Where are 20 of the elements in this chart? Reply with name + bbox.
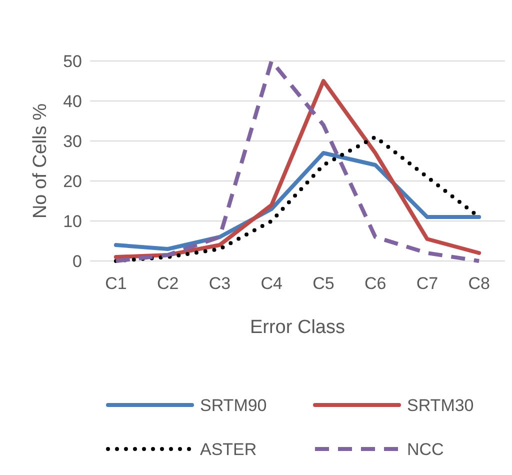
y-tick-label: 10 bbox=[63, 212, 82, 231]
y-axis-title: No of Cells % bbox=[30, 103, 51, 219]
y-tick-label: 50 bbox=[63, 52, 82, 71]
x-tick-label: C2 bbox=[156, 274, 179, 293]
legend-label: ASTER bbox=[200, 440, 257, 459]
x-tick-label: C4 bbox=[260, 274, 282, 293]
legend-label: SRTM30 bbox=[407, 396, 474, 415]
x-tick-label: C3 bbox=[208, 274, 231, 293]
x-tick-label: C1 bbox=[105, 274, 127, 293]
x-tick-label: C5 bbox=[312, 274, 334, 293]
x-tick-label: C8 bbox=[468, 274, 490, 293]
y-tick-label: 0 bbox=[72, 252, 82, 271]
y-tick-label: 30 bbox=[63, 132, 82, 151]
y-tick-label: 40 bbox=[63, 92, 82, 111]
legend-label: NCC bbox=[407, 440, 444, 459]
y-tick-label: 20 bbox=[63, 172, 82, 191]
x-axis-title: Error Class bbox=[250, 317, 346, 338]
legend-label: SRTM90 bbox=[200, 396, 267, 415]
x-tick-label: C6 bbox=[364, 274, 386, 293]
x-tick-label: C7 bbox=[416, 274, 438, 293]
